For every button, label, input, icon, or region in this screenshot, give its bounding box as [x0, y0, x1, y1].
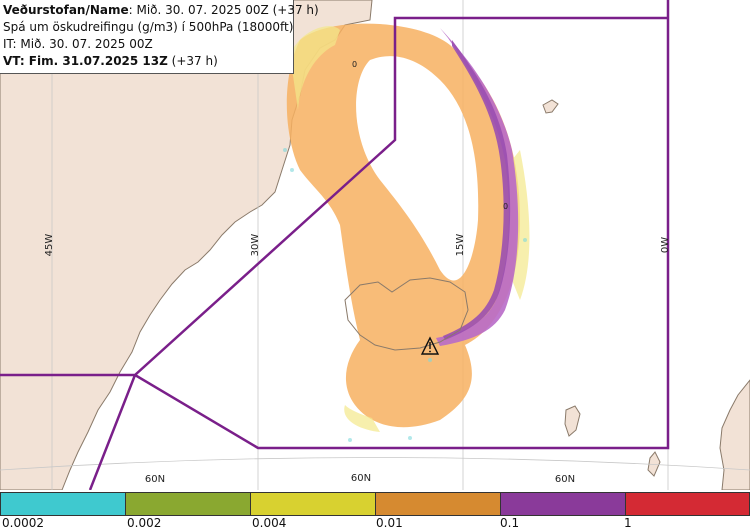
valid-time: VT: Fim. 31.07.2025 13Z [3, 54, 168, 68]
volcano-warning-triangle-icon [420, 336, 440, 355]
ash-plume [283, 23, 530, 442]
legend-label-5: 0.1 [500, 516, 520, 530]
ash-plume-purple-inner [443, 40, 511, 340]
lat-label-3: 60N [555, 474, 575, 485]
ash-plume-orange [286, 23, 520, 428]
contour-label-1: 0 [352, 60, 357, 69]
info-line-product: Spá um öskudreifingu (g/m3) í 500hPa (18… [3, 20, 294, 34]
legend-swatch-1 [0, 492, 126, 516]
valid-offset: (+37 h) [167, 54, 218, 68]
issuer-name: Veðurstofan/Name [3, 3, 129, 17]
info-line-issuer: Veðurstofan/Name: Mið. 30. 07. 2025 00Z … [3, 2, 319, 19]
legend-label-6: 1 [624, 516, 632, 530]
lon-label-30w: 30W [250, 234, 261, 257]
legend-label-4: 0.01 [376, 516, 403, 530]
issuer-time: : Mið. 30. 07. 2025 00Z (+37 h) [128, 3, 319, 17]
lat-label-2: 60N [351, 473, 371, 484]
shetland-island [647, 451, 661, 477]
fir-boundary [0, 0, 670, 490]
forecast-info-box: Veðurstofan/Name: Mið. 30. 07. 2025 00Z … [0, 0, 319, 74]
legend-swatch-3 [250, 492, 376, 516]
lon-label-15w: 15W [455, 234, 466, 257]
ash-dispersion-map: 45W 30W 15W 0W 60N 60N 60N 0 0 [0, 0, 750, 490]
iceland-land [344, 277, 469, 351]
lat-label-1: 60N [145, 474, 165, 485]
concentration-legend: 0.0002 0.002 0.004 0.01 0.1 1 [0, 490, 750, 532]
legend-label-2: 0.002 [127, 516, 162, 530]
info-line-valid-time: VT: Fim. 31.07.2025 13Z (+37 h) [3, 53, 293, 70]
faroe-island [564, 405, 581, 437]
contour-label-2: 0 [503, 202, 508, 211]
legend-label-3: 0.004 [252, 516, 287, 530]
legend-swatch-5 [500, 492, 626, 516]
island-east [542, 99, 559, 114]
lon-label-45w: 45W [44, 234, 55, 257]
lon-label-0w: 0W [660, 237, 671, 253]
info-line-issue-time: IT: Mið. 30. 07. 2025 00Z [3, 37, 153, 51]
legend-swatch-6 [625, 492, 750, 516]
legend-label-1: 0.0002 [2, 516, 44, 530]
legend-swatch-2 [125, 492, 251, 516]
norway-land [719, 379, 750, 490]
legend-swatch-4 [375, 492, 501, 516]
